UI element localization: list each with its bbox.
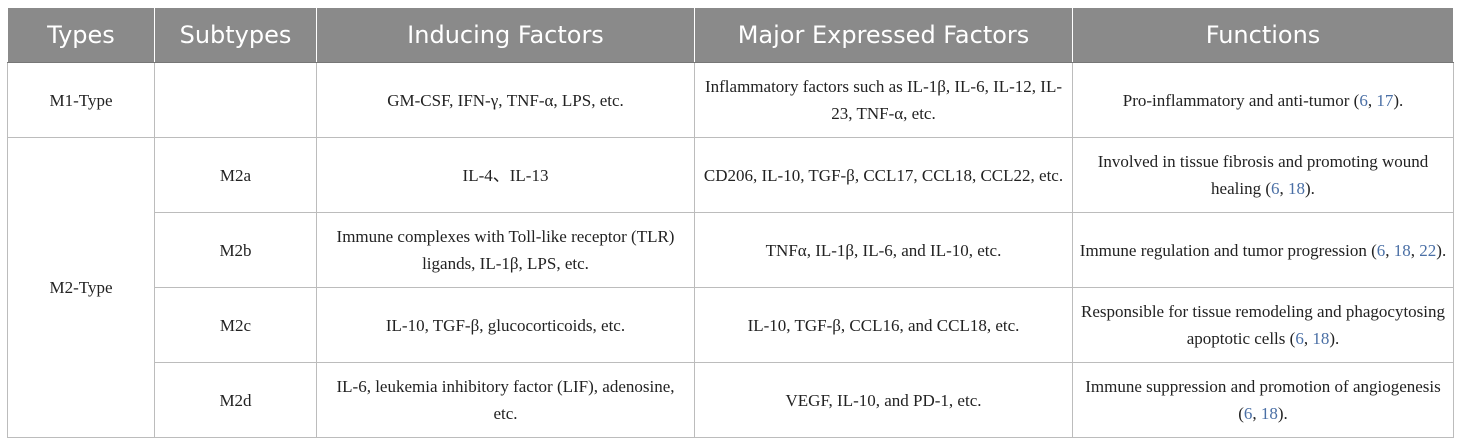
subtype-cell: M2b — [154, 212, 317, 288]
table-row: M2-Type M2a IL-4、IL-13 CD206, IL-10, TGF… — [7, 137, 1454, 438]
type-cell: M2-Type — [7, 137, 155, 438]
header-subtypes: Subtypes — [154, 7, 317, 63]
reference-link[interactable]: 6 — [1359, 90, 1368, 110]
macrophage-table: Types Subtypes Inducing Factors Major Ex… — [7, 7, 1454, 438]
function-text: Involved in tissue fibrosis and promotin… — [1097, 152, 1429, 198]
subtype-cell — [154, 62, 317, 138]
inducing-cell: Immune complexes with Toll-like receptor… — [316, 212, 695, 288]
function-text: Pro-inflammatory and anti-tumor — [1122, 90, 1350, 110]
reference-link[interactable]: 18 — [1260, 404, 1278, 423]
reference-link[interactable]: 17 — [1376, 90, 1394, 110]
function-cell: Immune regulation and tumor progression … — [1072, 212, 1454, 288]
reference-link[interactable]: 6 — [1376, 240, 1386, 260]
table-row: M1-Type GM-CSF, IFN-γ, TNF-α, LPS, etc. … — [7, 62, 1454, 138]
subtype-cell: M2a — [154, 137, 317, 213]
subtype-cell: M2c — [154, 287, 317, 363]
header-major-expressed-factors: Major Expressed Factors — [694, 7, 1073, 63]
reference-link[interactable]: 22 — [1419, 240, 1437, 260]
header-inducing-factors: Inducing Factors — [316, 7, 695, 63]
inducing-cell: IL-6, leukemia inhibitory factor (LIF), … — [316, 362, 695, 438]
inducing-cell: GM-CSF, IFN-γ, TNF-α, LPS, etc. — [316, 62, 695, 138]
table-row: M2b Immune complexes with Toll-like rece… — [8, 212, 1454, 288]
reference-link[interactable]: 6 — [1243, 404, 1253, 423]
inducing-cell: IL-10, TGF-β, glucocorticoids, etc. — [316, 287, 695, 363]
table-row: M2c IL-10, TGF-β, glucocorticoids, etc. … — [8, 287, 1454, 363]
type-cell: M1-Type — [7, 62, 155, 138]
inducing-cell: IL-4、IL-13 — [316, 137, 695, 213]
function-text: Immune regulation and tumor progression — [1079, 240, 1367, 260]
header-functions: Functions — [1072, 7, 1454, 63]
reference-link[interactable]: 18 — [1312, 329, 1330, 348]
header-types: Types — [7, 7, 155, 63]
function-cell: Involved in tissue fibrosis and promotin… — [1072, 137, 1454, 213]
function-cell: Pro-inflammatory and anti-tumor (6, 17). — [1072, 62, 1454, 138]
expressed-cell: IL-10, TGF-β, CCL16, and CCL18, etc. — [694, 287, 1073, 363]
header-row: Types Subtypes Inducing Factors Major Ex… — [7, 7, 1454, 63]
expressed-cell: Inflammatory factors such as IL-1β, IL-6… — [694, 62, 1073, 138]
expressed-cell: TNFα, IL-1β, IL-6, and IL-10, etc. — [694, 212, 1073, 288]
subtype-cell: M2d — [154, 362, 317, 438]
function-cell: Responsible for tissue remodeling and ph… — [1072, 287, 1454, 363]
expressed-cell: VEGF, IL-10, and PD-1, etc. — [694, 362, 1073, 438]
function-text: Immune suppression and promotion of angi… — [1085, 377, 1441, 396]
function-cell: Immune suppression and promotion of angi… — [1072, 362, 1454, 438]
function-text: Responsible for tissue remodeling and ph… — [1080, 302, 1446, 348]
table-row: M2d IL-6, leukemia inhibitory factor (LI… — [8, 362, 1454, 438]
reference-link[interactable]: 18 — [1393, 240, 1411, 260]
reference-link[interactable]: 18 — [1288, 179, 1306, 198]
expressed-cell: CD206, IL-10, TGF-β, CCL17, CCL18, CCL22… — [694, 137, 1073, 213]
reference-link[interactable]: 6 — [1295, 329, 1304, 348]
reference-link[interactable]: 6 — [1271, 179, 1280, 198]
